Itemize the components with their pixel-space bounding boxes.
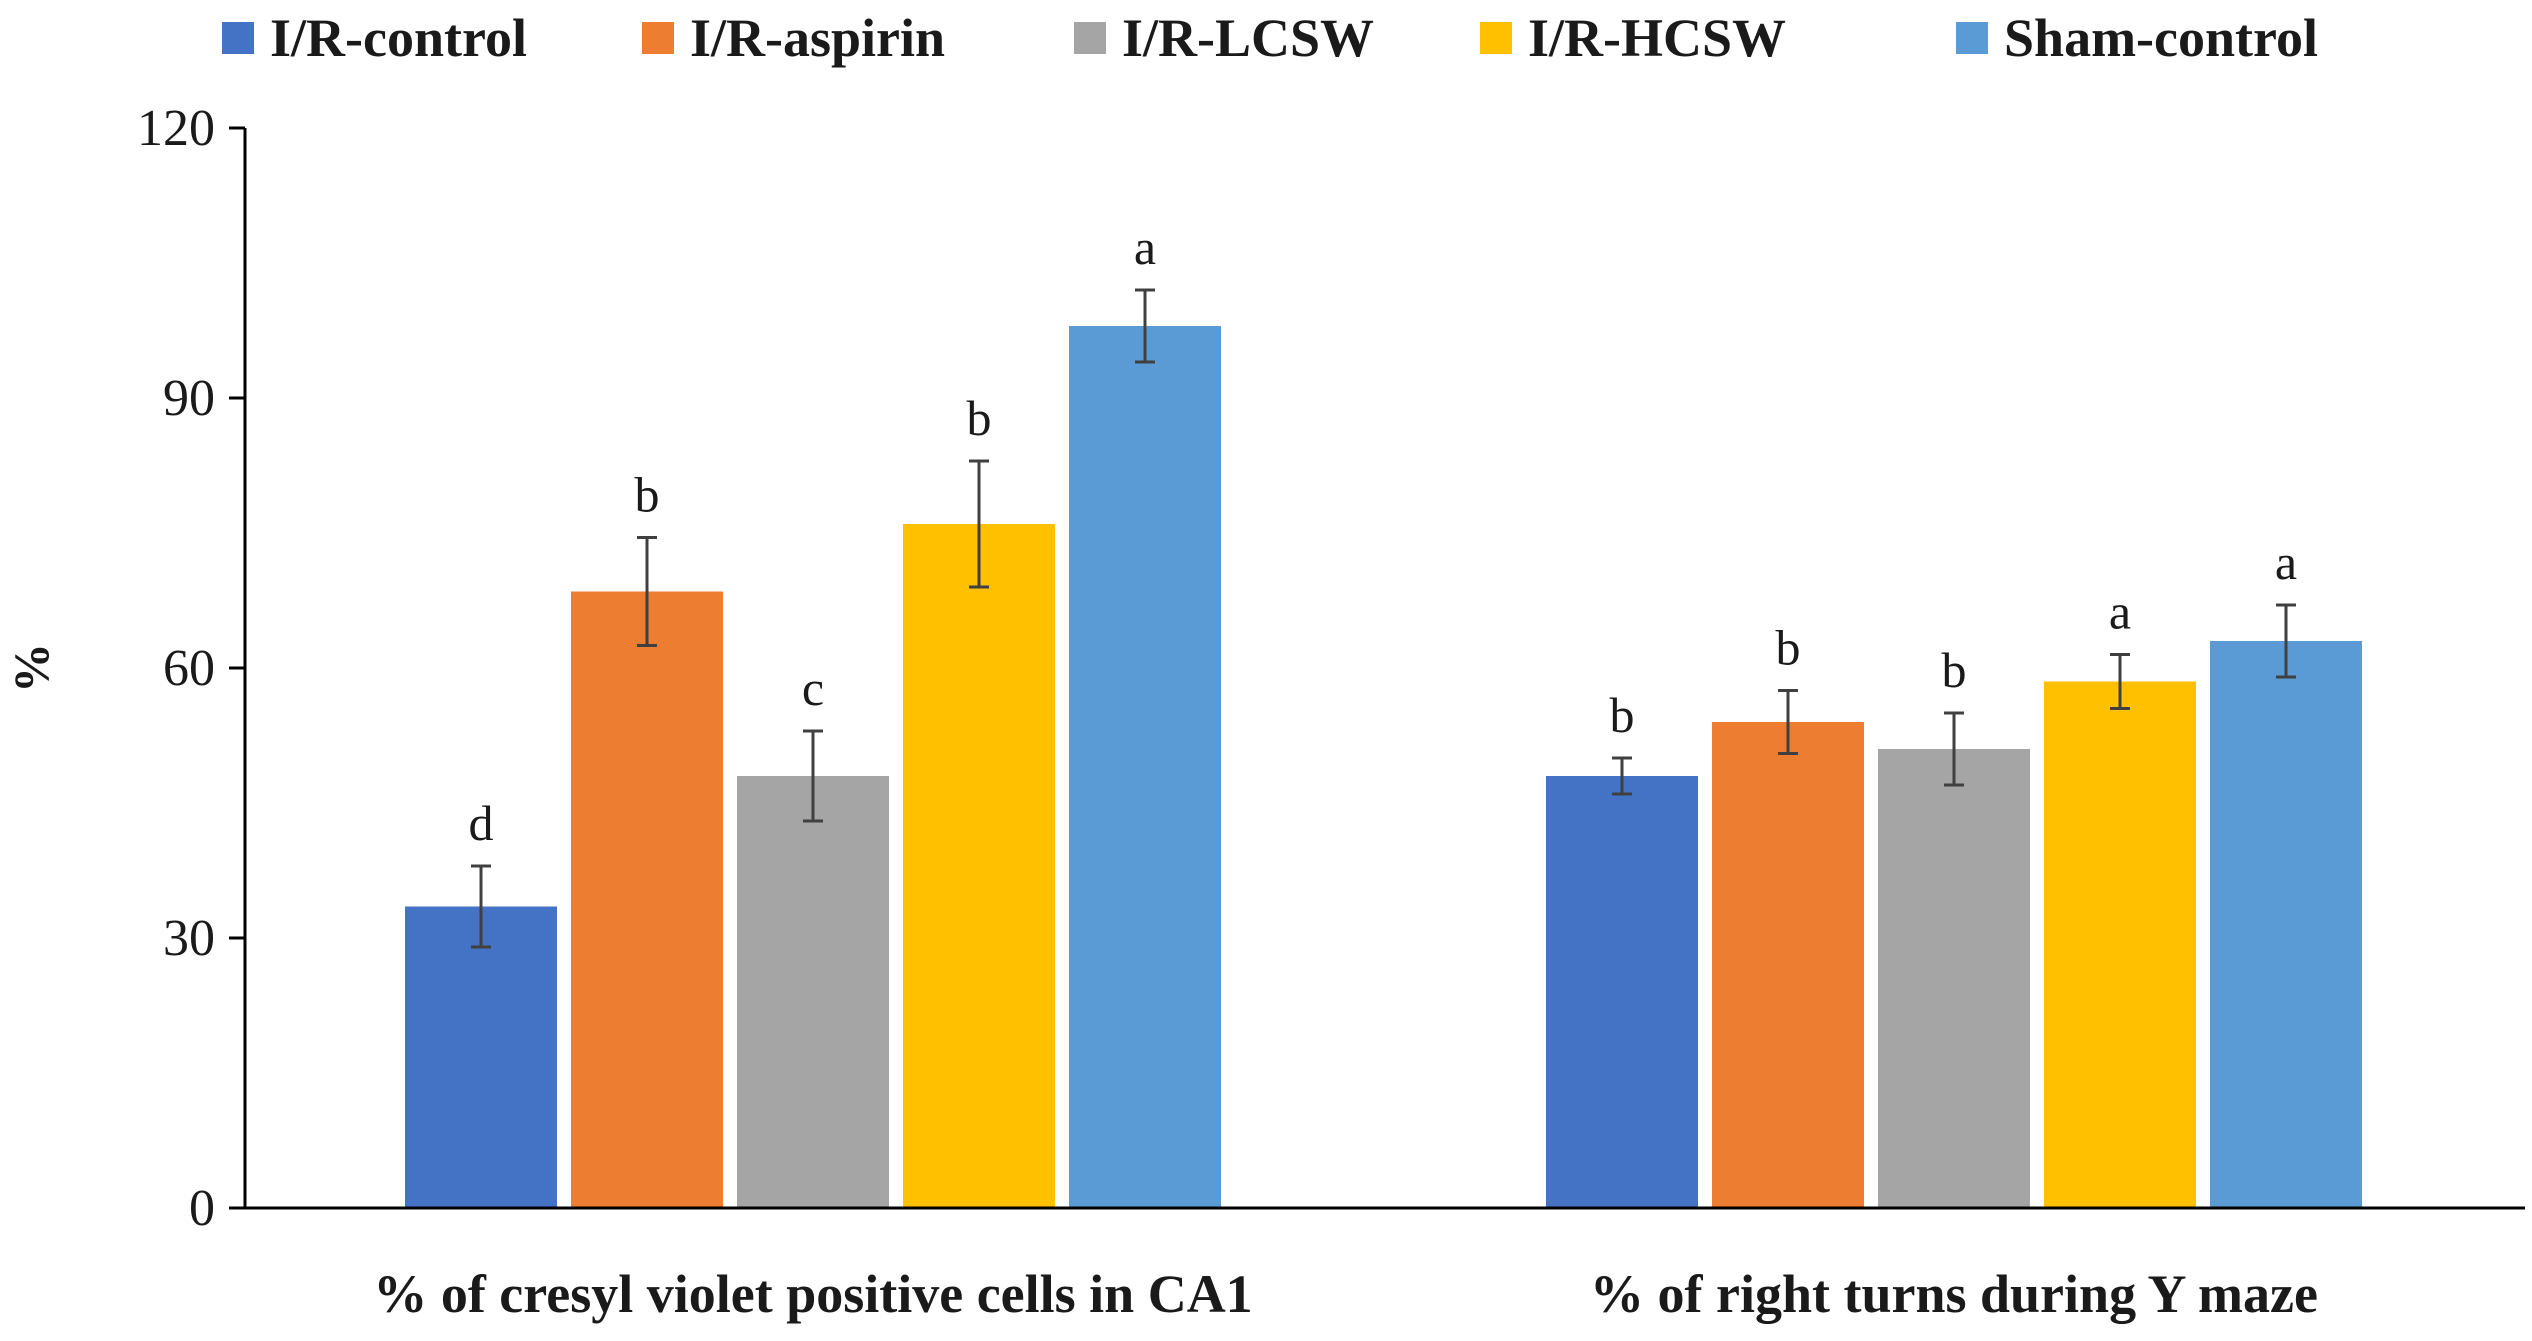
- significance-letter: b: [967, 390, 992, 446]
- significance-letter: b: [635, 467, 660, 523]
- bar-series: [405, 326, 2362, 1208]
- bar: [1546, 776, 1698, 1208]
- significance-letter: a: [1134, 219, 1156, 275]
- significance-letters: d b c b a b b b a a: [469, 219, 2298, 851]
- bar: [903, 524, 1055, 1208]
- legend-swatch: [1480, 22, 1512, 54]
- legend-swatch: [1074, 22, 1106, 54]
- x-category-label: % of cresyl violet positive cells in CA1: [373, 1264, 1252, 1324]
- bar: [737, 776, 889, 1208]
- y-tick-label: 90: [163, 370, 215, 427]
- legend-swatch: [1956, 22, 1988, 54]
- legend: I/R-control I/R-aspirin I/R-LCSW I/R-HCSW Sh…: [222, 8, 2318, 68]
- legend-swatch: [222, 22, 254, 54]
- y-axis-label: %: [3, 643, 59, 693]
- significance-letter: b: [1942, 642, 1967, 698]
- bar: [1069, 326, 1221, 1208]
- significance-letter: a: [2109, 584, 2131, 640]
- bar: [2044, 681, 2196, 1208]
- y-tick-label: 60: [163, 640, 215, 697]
- legend-label: I/R-HCSW: [1528, 8, 1786, 68]
- legend-label: I/R-control: [270, 8, 527, 68]
- legend-label: I/R-aspirin: [690, 8, 945, 68]
- significance-letter: b: [1776, 620, 1801, 676]
- x-axis-category-labels: % of cresyl violet positive cells in CA1…: [373, 1264, 2318, 1324]
- y-tick-label: 0: [189, 1180, 215, 1237]
- bar: [2210, 641, 2362, 1208]
- bar: [405, 906, 557, 1208]
- significance-letter: c: [802, 660, 824, 716]
- bar: [571, 591, 723, 1208]
- legend-label: Sham-control: [2004, 8, 2318, 68]
- legend-swatch: [642, 22, 674, 54]
- bar: [1878, 749, 2030, 1208]
- significance-letter: b: [1610, 687, 1635, 743]
- legend-label: I/R-LCSW: [1122, 8, 1374, 68]
- error-bars: [471, 288, 2296, 949]
- x-category-label: % of right turns during Y maze: [1590, 1264, 2318, 1324]
- bar: [1712, 722, 1864, 1208]
- significance-letter: a: [2275, 534, 2297, 590]
- significance-letter: d: [469, 795, 494, 851]
- y-axis-ticks: 0 30 60 90 120: [137, 100, 245, 1237]
- y-tick-label: 120: [137, 100, 215, 157]
- y-tick-label: 30: [163, 910, 215, 967]
